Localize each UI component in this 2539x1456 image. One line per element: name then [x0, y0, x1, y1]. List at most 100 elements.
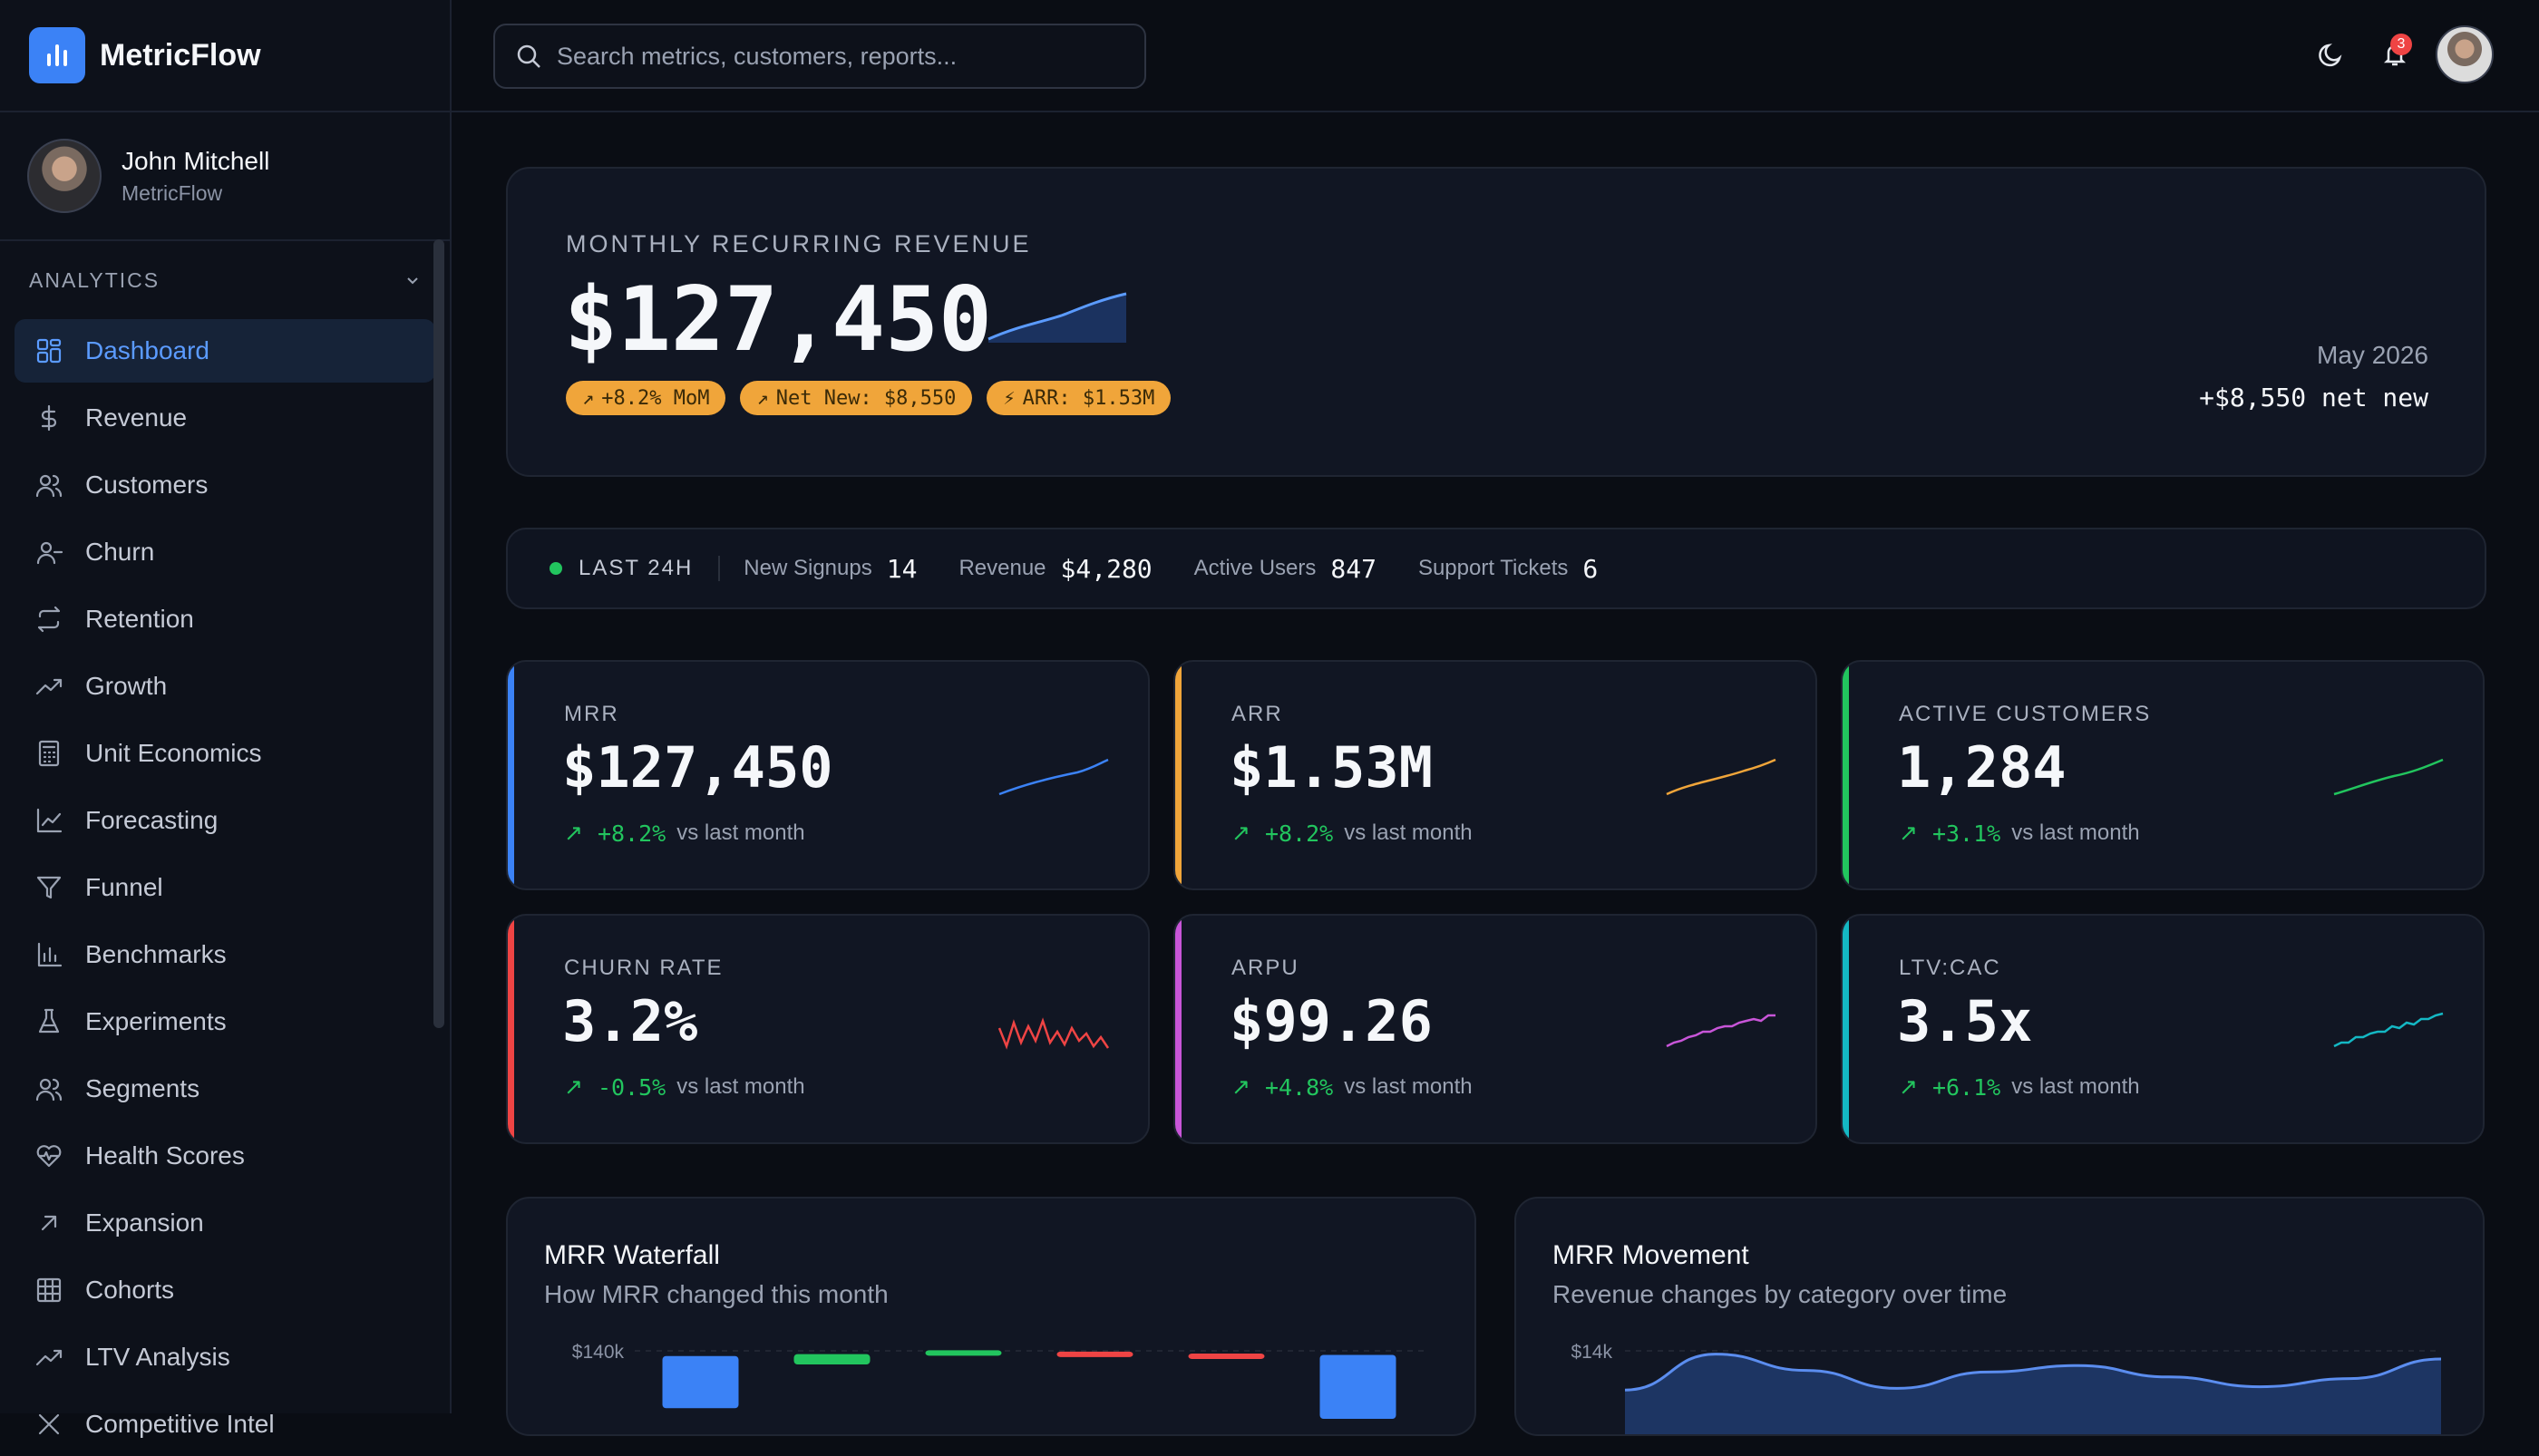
kpi-sparkline	[2333, 758, 2444, 796]
panel-title: MRR Movement	[1552, 1240, 1749, 1270]
pill-arr-text: ARR: $1.53M	[1022, 386, 1155, 410]
sidebar-item-label: Experiments	[85, 1007, 227, 1035]
brand[interactable]: MetricFlow	[0, 0, 450, 112]
kpi-card-ltv-cac[interactable]: LTV:CAC 3.5x ↗ +6.1% vs last month	[1841, 914, 2485, 1144]
topbar: Search metrics, customers, reports... 3	[452, 0, 2539, 112]
sidebar-item-ltv-analysis[interactable]: LTV Analysis	[15, 1325, 435, 1389]
user-profile[interactable]: John Mitchell MetricFlow	[0, 112, 450, 241]
kpi-sparkline	[1666, 1014, 1775, 1048]
theme-toggle-button[interactable]	[2309, 32, 2354, 77]
sidebar-item-label: Benchmarks	[85, 940, 227, 968]
panel-title: MRR Waterfall	[544, 1240, 720, 1270]
search-placeholder: Search metrics, customers, reports...	[557, 42, 958, 70]
kpi-value: 1,284	[1897, 734, 2067, 801]
trending-up-icon: ↗	[756, 386, 769, 410]
sidebar-item-unit-economics[interactable]: Unit Economics	[15, 722, 435, 785]
arrow-up-right-icon: ↗	[1231, 1074, 1250, 1100]
sidebar-item-funnel[interactable]: Funnel	[15, 856, 435, 919]
calculator-icon	[34, 739, 63, 768]
kpi-compare: vs last month	[1344, 1074, 1473, 1099]
hero-label: MONTHLY RECURRING REVENUE	[566, 230, 1032, 257]
kpi-compare: vs last month	[676, 820, 805, 845]
waterfall-bar[interactable]	[925, 1350, 1002, 1356]
bar-chart-icon	[34, 940, 63, 969]
notifications-button[interactable]: 3	[2372, 32, 2417, 77]
live-label: LAST 24H	[579, 556, 721, 581]
kpi-card-arr[interactable]: ARR $1.53M ↗ +8.2% vs last month	[1173, 660, 1817, 890]
sidebar-item-label: Growth	[85, 672, 168, 700]
sidebar-scrollbar[interactable]	[433, 239, 444, 1028]
sidebar-item-label: Churn	[85, 538, 155, 566]
sidebar-item-experiments[interactable]: Experiments	[15, 990, 435, 1053]
sidebar-item-label: Competitive Intel	[85, 1410, 275, 1438]
sidebar-item-segments[interactable]: Segments	[15, 1057, 435, 1121]
mrr-movement-panel: MRR Movement Revenue changes by category…	[1514, 1197, 2485, 1436]
user-avatar-button[interactable]	[2436, 25, 2494, 83]
arrow-up-right-icon: ↗	[1231, 820, 1250, 846]
hero-net-new: +$8,550 net new	[2199, 383, 2428, 413]
sidebar: MetricFlow John Mitchell MetricFlow ANAL…	[0, 0, 452, 1438]
sidebar-item-growth[interactable]: Growth	[15, 655, 435, 718]
brand-name: MetricFlow	[100, 37, 261, 73]
filter-icon	[34, 873, 63, 902]
pill-net-new-text: Net New: $8,550	[775, 386, 957, 410]
y-tick-label: $14k	[1571, 1342, 1612, 1363]
pill-net-new: ↗ Net New: $8,550	[740, 381, 973, 415]
kpi-label: ARPU	[1231, 956, 1299, 980]
kpi-card-churn-rate[interactable]: CHURN RATE 3.2% ↗ -0.5% vs last month	[506, 914, 1150, 1144]
waterfall-bar[interactable]	[1188, 1354, 1265, 1359]
waterfall-bar[interactable]	[1319, 1354, 1396, 1420]
kpi-value: $99.26	[1230, 988, 1433, 1054]
waterfall-bar[interactable]	[793, 1354, 871, 1364]
trending-up-icon	[34, 1343, 63, 1372]
sidebar-item-customers[interactable]: Customers	[15, 453, 435, 517]
waterfall-bar[interactable]	[1056, 1351, 1133, 1357]
waterfall-bar[interactable]	[662, 1355, 739, 1409]
card-accent-bar	[1843, 662, 1849, 888]
kpi-value: $1.53M	[1230, 734, 1433, 801]
kpi-card-arpu[interactable]: ARPU $99.26 ↗ +4.8% vs last month	[1173, 914, 1817, 1144]
kpi-delta: +8.2%	[1264, 820, 1334, 847]
sidebar-item-label: Expansion	[85, 1208, 204, 1237]
kpi-compare: vs last month	[676, 1074, 805, 1099]
pill-arr: ⚡ ARR: $1.53M	[987, 381, 1172, 415]
card-accent-bar	[1175, 916, 1182, 1142]
stat-label: New Signups	[744, 556, 872, 580]
live-dot	[550, 562, 562, 575]
sidebar-item-health-scores[interactable]: Health Scores	[15, 1124, 435, 1188]
arrow-up-right-icon: ↗	[582, 386, 595, 410]
sidebar-item-cohorts[interactable]: Cohorts	[15, 1258, 435, 1322]
user-name: John Mitchell	[122, 146, 270, 175]
sidebar-item-dashboard[interactable]: Dashboard	[15, 319, 435, 383]
sidebar-item-competitive-intel[interactable]: Competitive Intel	[15, 1393, 435, 1456]
kpi-card-mrr[interactable]: MRR $127,450 ↗ +8.2% vs last month	[506, 660, 1150, 890]
sidebar-item-expansion[interactable]: Expansion	[15, 1191, 435, 1255]
users-icon	[34, 1074, 63, 1103]
kpi-label: MRR	[564, 702, 619, 726]
sidebar-item-label: LTV Analysis	[85, 1343, 230, 1371]
kpi-card-active-customers[interactable]: ACTIVE CUSTOMERS 1,284 ↗ +3.1% vs last month	[1841, 660, 2485, 890]
kpi-sparkline	[997, 1017, 1110, 1050]
sidebar-item-retention[interactable]: Retention	[15, 587, 435, 651]
panel-subtitle: Revenue changes by category over time	[1552, 1280, 2008, 1308]
sidebar-item-forecasting[interactable]: Forecasting	[15, 789, 435, 852]
kpi-sparkline	[1666, 758, 1776, 796]
sidebar-item-revenue[interactable]: Revenue	[15, 386, 435, 450]
stat-value: $4,280	[1060, 553, 1153, 584]
search-input[interactable]: Search metrics, customers, reports...	[493, 24, 1146, 89]
kpi-delta: +3.1%	[1931, 820, 2001, 847]
waterfall-chart: $140k	[572, 1342, 1424, 1420]
stat-value: 847	[1330, 553, 1377, 584]
kpi-label: ACTIVE CUSTOMERS	[1899, 702, 2152, 726]
kpi-sparkline	[998, 758, 1109, 796]
card-accent-bar	[508, 662, 514, 888]
live-stats-strip: LAST 24H New Signups 14 Revenue $4,280 A…	[506, 528, 2486, 609]
section-analytics[interactable]: ANALYTICS	[0, 241, 450, 319]
sidebar-item-benchmarks[interactable]: Benchmarks	[15, 923, 435, 986]
heart-pulse-icon	[34, 1141, 63, 1170]
movement-line[interactable]	[1624, 1353, 2442, 1392]
sidebar-item-churn[interactable]: Churn	[15, 520, 435, 584]
repeat-icon	[34, 605, 63, 634]
mrr-hero-card: MONTHLY RECURRING REVENUE $127,450 ↗ +8.2…	[506, 167, 2486, 477]
user-minus-icon	[34, 538, 63, 567]
